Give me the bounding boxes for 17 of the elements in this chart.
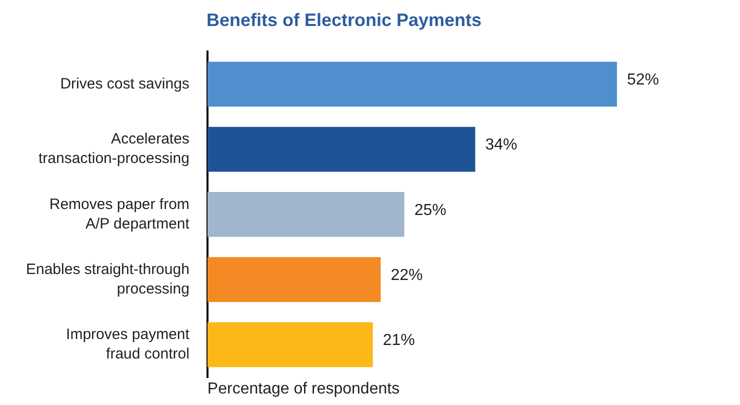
- data-label: 34%: [485, 136, 518, 154]
- chart-title: Benefits of Electronic Payments: [206, 10, 482, 30]
- y-tick-label: Enables straight-through processing: [26, 260, 190, 298]
- bar: [207, 192, 404, 237]
- bar: [207, 322, 373, 368]
- data-label: 52%: [626, 72, 660, 89]
- x-axis-title: Percentage of respondents: [207, 380, 400, 398]
- bar: [207, 257, 381, 302]
- data-label: 22%: [390, 266, 423, 284]
- y-tick-label: Drives cost savings: [60, 75, 190, 92]
- y-tick-label: Removes paper from A/P department: [49, 196, 190, 232]
- y-tick-label: Improves payment fraud control: [66, 326, 190, 363]
- y-tick-label: Accelerates transaction-processing: [38, 130, 190, 168]
- data-label: 25%: [414, 202, 446, 219]
- bar: [207, 62, 617, 107]
- bar: [207, 126, 476, 172]
- data-label: 21%: [382, 332, 415, 350]
